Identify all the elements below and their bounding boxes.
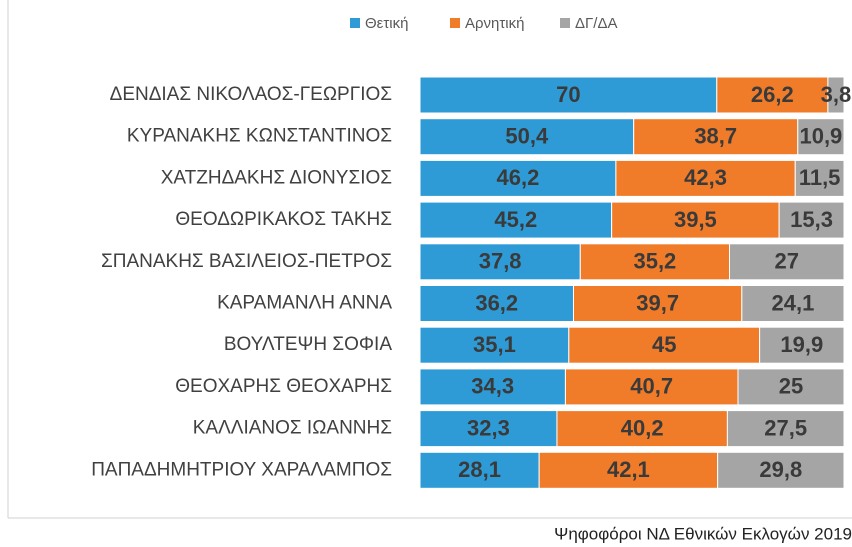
bar-segment <box>564 368 739 406</box>
bar-segment <box>726 410 845 448</box>
value-label: 3,8 <box>821 82 852 107</box>
value-label: 25 <box>779 374 803 399</box>
value-label: 26,2 <box>751 82 794 107</box>
value-label: 11,5 <box>799 165 841 190</box>
value-label: 50,4 <box>505 124 549 149</box>
legend-swatch <box>450 18 460 28</box>
legend-label: ΔΓ/ΔΑ <box>575 15 617 32</box>
value-label: 34,3 <box>471 374 514 399</box>
bar-segment <box>737 368 845 406</box>
value-label: 10,9 <box>799 124 842 149</box>
value-label: 29,8 <box>759 457 802 482</box>
value-label: 36,2 <box>475 290 518 315</box>
category-label: ΚΑΛΛΙΑΝΟΣ ΙΩΑΝΝΗΣ <box>193 418 392 439</box>
legend-label: Θετική <box>365 15 408 32</box>
category-label: ΘΕΟΔΩΡΙΚΑΚΟΣ ΤΑΚΗΣ <box>175 209 392 230</box>
value-label: 19,9 <box>780 332 823 357</box>
bar-segment <box>572 285 743 322</box>
bar-segment <box>419 159 617 197</box>
category-label: ΘΕΟΧΑΡΗΣ ΘΕΟΧΑΡΗΣ <box>175 376 392 397</box>
bar-segment <box>729 243 845 281</box>
bar-segment <box>419 285 574 322</box>
value-label: 35,1 <box>473 332 516 357</box>
value-label: 39,7 <box>636 290 679 315</box>
category-label: ΒΟΥΛΤΕΨΗ ΣΟΦΙΑ <box>224 334 392 355</box>
value-label: 40,7 <box>630 374 673 399</box>
bar-segment <box>741 285 845 322</box>
bar-segment <box>419 76 718 114</box>
bar-segment <box>556 410 728 448</box>
source-note: Ψηφοφόροι ΝΔ Εθνικών Εκλογών 2019 <box>554 524 852 543</box>
bar-segment <box>419 410 558 448</box>
legend-label: Αρνητική <box>465 15 524 32</box>
bar-segment <box>419 368 566 406</box>
value-label: 39,5 <box>674 207 717 232</box>
bar-segment <box>797 118 845 156</box>
category-label: ΧΑΤΖΗΔΑΚΗΣ ΔΙΟΝΥΣΙΟΣ <box>161 167 392 188</box>
category-label: ΣΠΑΝΑΚΗΣ ΒΑΣΙΛΕΙΟΣ-ΠΕΤΡΟΣ <box>101 251 392 272</box>
value-label: 42,3 <box>684 165 727 190</box>
bar-segment <box>759 326 845 364</box>
legend-swatch <box>560 18 570 28</box>
value-label: 37,8 <box>479 249 522 274</box>
legend-swatch <box>350 18 360 28</box>
category-label: ΚΑΡΑΜΑΝΛΗ ΑΝΝΑ <box>217 293 392 314</box>
value-label: 46,2 <box>497 165 540 190</box>
value-label: 15,3 <box>790 207 833 232</box>
value-label: 27,5 <box>764 415 807 440</box>
bar-segment <box>568 326 761 364</box>
bar-segment <box>717 451 845 489</box>
value-label: 27 <box>775 249 799 274</box>
value-label: 32,3 <box>467 415 510 440</box>
bar-segment <box>716 76 829 114</box>
bar-segment <box>827 76 845 114</box>
value-label: 40,2 <box>621 415 664 440</box>
bar-segment <box>538 451 719 489</box>
bar-segment <box>419 326 570 364</box>
value-label: 45 <box>652 332 676 357</box>
category-label: ΚΥΡΑΝΑΚΗΣ ΚΩΝΣΤΑΝΤΙΝΟΣ <box>127 126 392 147</box>
value-label: 28,1 <box>458 457 501 482</box>
value-label: 24,1 <box>771 290 814 315</box>
value-label: 70 <box>556 82 580 107</box>
bar-segment <box>778 201 845 239</box>
category-label: ΠΑΠΑΔΗΜΗΤΡΙΟΥ ΧΑΡΑΛΑΜΠΟΣ <box>91 459 392 480</box>
category-label: ΔΕΝΔΙΑΣ ΝΙΚΟΛΑΟΣ-ΓΕΩΡΓΙΟΣ <box>110 84 392 105</box>
bar-segment <box>615 159 796 197</box>
value-label: 42,1 <box>607 457 650 482</box>
bar-segment <box>794 159 845 197</box>
bar-segment <box>419 118 635 156</box>
bar-segment <box>419 451 540 489</box>
bar-segment <box>579 243 731 281</box>
value-label: 35,2 <box>633 249 676 274</box>
value-label: 38,7 <box>694 124 737 149</box>
value-label: 45,2 <box>494 207 537 232</box>
bar-segment <box>419 201 613 239</box>
